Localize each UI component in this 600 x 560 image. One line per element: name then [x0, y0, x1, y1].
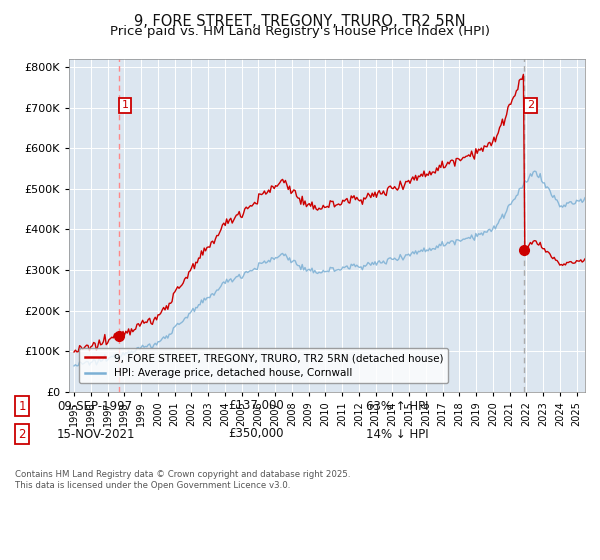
Text: 15-NOV-2021: 15-NOV-2021 [57, 427, 136, 441]
Text: 9, FORE STREET, TREGONY, TRURO, TR2 5RN: 9, FORE STREET, TREGONY, TRURO, TR2 5RN [134, 14, 466, 29]
Text: 1: 1 [19, 399, 26, 413]
Text: 09-SEP-1997: 09-SEP-1997 [57, 399, 132, 413]
Text: 1: 1 [122, 100, 128, 110]
Legend: 9, FORE STREET, TREGONY, TRURO, TR2 5RN (detached house), HPI: Average price, de: 9, FORE STREET, TREGONY, TRURO, TR2 5RN … [79, 348, 448, 384]
Text: 2: 2 [527, 100, 534, 110]
Text: 14% ↓ HPI: 14% ↓ HPI [366, 427, 428, 441]
Text: 63% ↑ HPI: 63% ↑ HPI [366, 399, 428, 413]
Text: 2: 2 [19, 427, 26, 441]
Text: Contains HM Land Registry data © Crown copyright and database right 2025.
This d: Contains HM Land Registry data © Crown c… [15, 470, 350, 490]
Text: £350,000: £350,000 [228, 427, 284, 441]
Text: Price paid vs. HM Land Registry's House Price Index (HPI): Price paid vs. HM Land Registry's House … [110, 25, 490, 38]
Text: £137,000: £137,000 [228, 399, 284, 413]
